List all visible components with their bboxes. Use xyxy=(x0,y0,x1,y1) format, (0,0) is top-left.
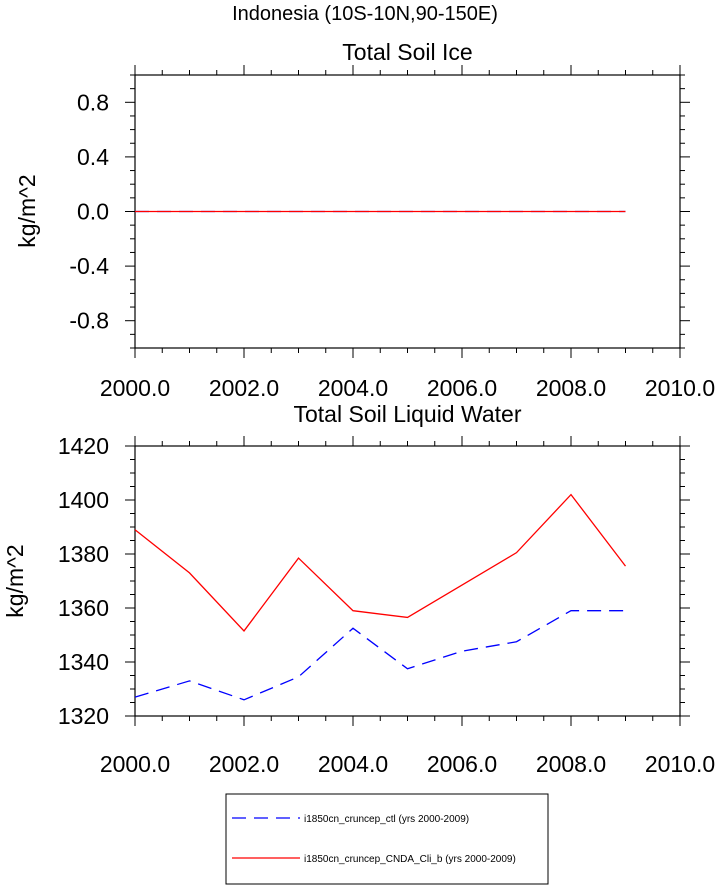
soil-ice-ylabel: kg/m^2 xyxy=(14,174,40,247)
soil-ice-x-tick-label: 2004.0 xyxy=(318,375,388,401)
soil-liquid-water-series-ctl-line xyxy=(134,610,626,701)
soil-ice-y-tick-label: 0.8 xyxy=(77,89,109,115)
legend: i1850cn_cruncep_ctl (yrs 2000-2009) i185… xyxy=(225,793,549,885)
figure-title: Indonesia (10S-10N,90-150E) xyxy=(232,3,498,25)
soil-liquid-water-y-tick-label: 1340 xyxy=(58,649,109,675)
soil-liquid-water-x-tick-label: 2008.0 xyxy=(536,751,606,777)
soil-liquid-water-y-tick-label: 1420 xyxy=(58,433,109,459)
soil-ice-x-tick-label: 2010.0 xyxy=(645,375,715,401)
soil-ice-x-tick-label: 2006.0 xyxy=(427,375,497,401)
soil-liquid-water-y-tick-label: 1320 xyxy=(58,703,109,729)
soil-ice-x-tick-label: 2008.0 xyxy=(536,375,606,401)
soil-ice-y-tick-label: 0.0 xyxy=(77,199,109,225)
soil-liquid-water-ylabel: kg/m^2 xyxy=(2,544,28,617)
soil-ice-x-tick-label: 2000.0 xyxy=(100,375,170,401)
soil-ice-y-tick-label: -0.8 xyxy=(69,308,109,334)
soil-liquid-water-title: Total Soil Liquid Water xyxy=(294,401,522,427)
soil-liquid-water-y-tick-label: 1400 xyxy=(58,487,109,513)
soil-liquid-water-x-tick-label: 2000.0 xyxy=(100,751,170,777)
soil-liquid-water-series-cnda-line xyxy=(134,493,627,632)
soil-liquid-water-panel: Total Soil Liquid Water kg/m^2 2000.0 2002.… xyxy=(2,401,715,777)
soil-liquid-water-x-tick-label: 2010.0 xyxy=(645,751,715,777)
soil-ice-y-tick-label: -0.4 xyxy=(69,253,109,279)
legend-label-cnda: i1850cn_cruncep_CNDA_Cli_b (yrs 2000-200… xyxy=(304,854,516,865)
soil-ice-x-tick-label: 2002.0 xyxy=(209,375,279,401)
soil-liquid-water-y-tick-label: 1380 xyxy=(58,541,109,567)
soil-liquid-water-plot-frame xyxy=(134,445,681,717)
legend-label-ctl: i1850cn_cruncep_ctl (yrs 2000-2009) xyxy=(304,814,469,825)
soil-ice-panel: Total Soil Ice kg/m^2 2000.0 2002.0 2004.0 20… xyxy=(14,39,715,401)
soil-liquid-water-x-tick-label: 2006.0 xyxy=(427,751,497,777)
soil-liquid-water-x-tick-label: 2002.0 xyxy=(209,751,279,777)
soil-ice-y-tick-label: 0.4 xyxy=(77,144,109,170)
soil-liquid-water-x-tick-label: 2004.0 xyxy=(318,751,388,777)
soil-ice-title: Total Soil Ice xyxy=(342,39,472,65)
soil-liquid-water-y-tick-label: 1360 xyxy=(58,595,109,621)
legend-box xyxy=(225,793,549,885)
